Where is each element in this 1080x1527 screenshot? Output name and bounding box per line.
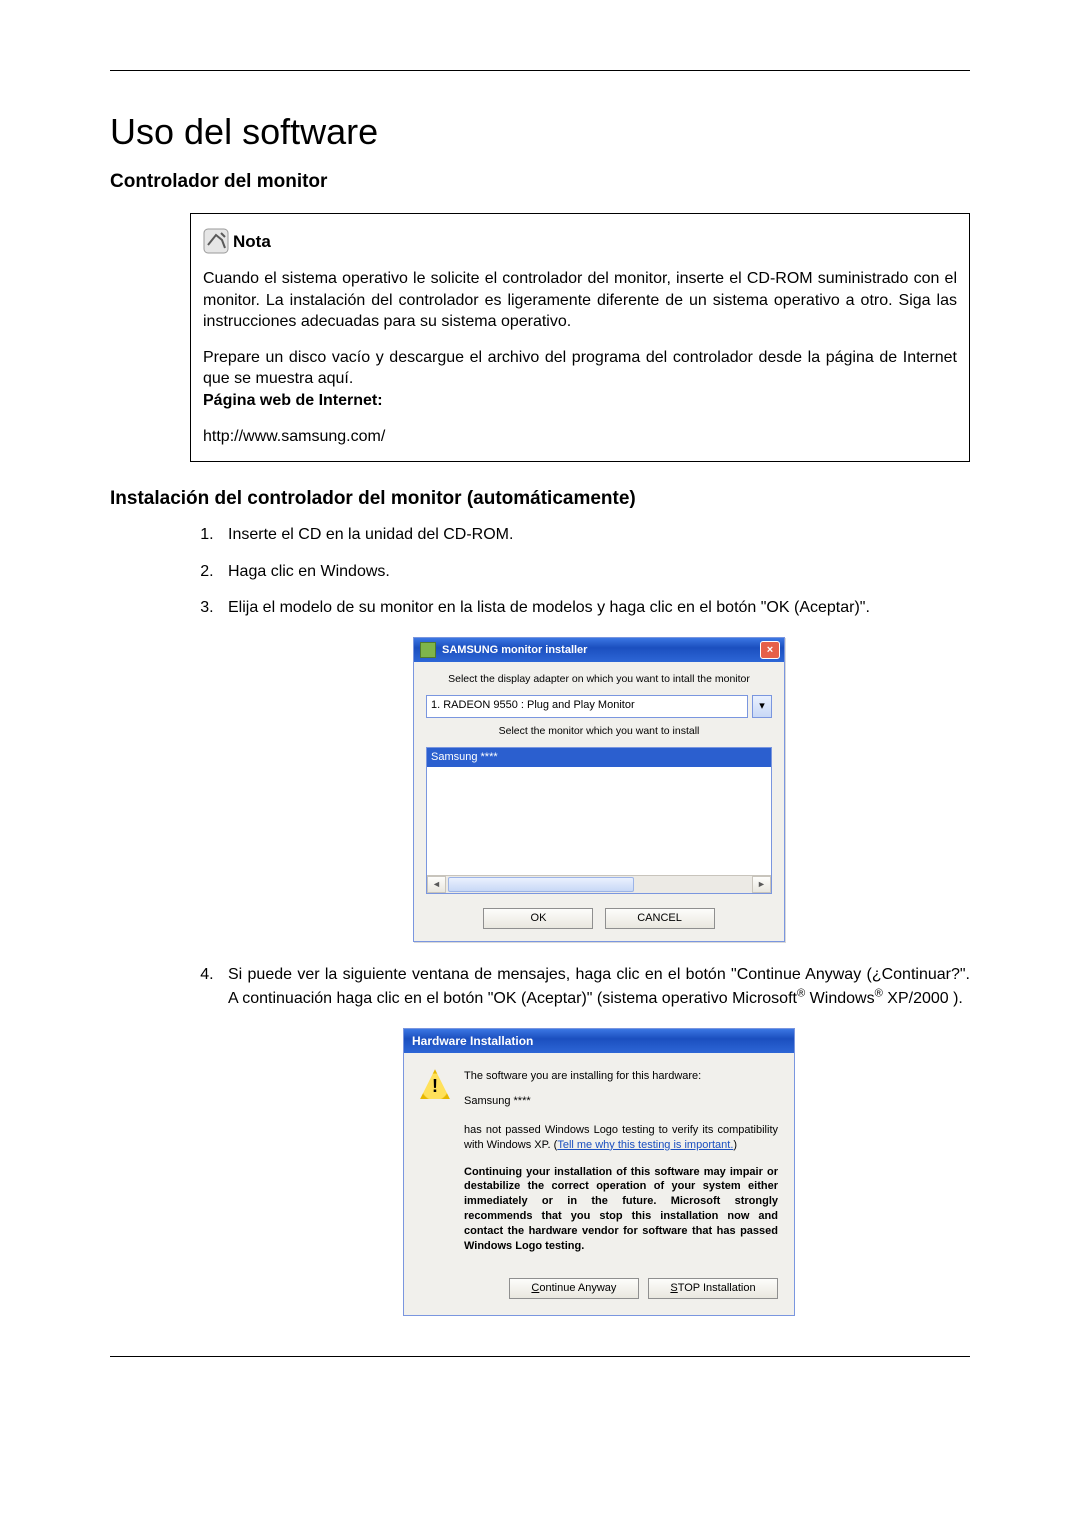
installer-body: Select the display adapter on which you …	[414, 662, 784, 941]
installer-titlebar[interactable]: SAMSUNG monitor installer ×	[414, 638, 784, 662]
scroll-track[interactable]	[446, 876, 752, 893]
hardware-dialog: Hardware Installation The software you a…	[403, 1028, 795, 1316]
monitor-listbox[interactable]: Samsung **** ◄ ►	[426, 747, 772, 894]
adapter-select[interactable]: 1. RADEON 9550 : Plug and Play Monitor	[426, 695, 748, 718]
listbox-hscrollbar[interactable]: ◄ ►	[427, 875, 771, 893]
note-url: http://www.samsung.com/	[203, 426, 957, 448]
note-paragraph-1: Cuando el sistema operativo le solicite …	[203, 268, 957, 333]
stop-mnemonic: S	[670, 1282, 677, 1294]
step-1: Inserte el CD en la unidad del CD-ROM.	[218, 524, 970, 546]
continue-anyway-button[interactable]: Continue Anyway	[509, 1278, 639, 1299]
close-button[interactable]: ×	[760, 641, 780, 659]
step-4-text: Si puede ver la siguiente ventana de men…	[228, 966, 970, 1007]
chevron-down-icon: ▾	[759, 699, 765, 714]
document-page: Uso del software Controlador del monitor…	[0, 0, 1080, 1527]
stop-rest: TOP Installation	[678, 1282, 756, 1294]
note-paragraph-2a: Prepare un disco vacío y descargue el ar…	[203, 349, 957, 388]
note-paragraph-2: Prepare un disco vacío y descargue el ar…	[203, 347, 957, 412]
step-4: Si puede ver la siguiente ventana de men…	[218, 964, 970, 1316]
adapter-dropdown-button[interactable]: ▾	[752, 695, 772, 718]
warning-icon	[420, 1069, 450, 1099]
note-label: Nota	[233, 231, 271, 254]
cancel-button[interactable]: CANCEL	[605, 908, 715, 929]
hardware-title-text: Hardware Installation	[412, 1033, 533, 1050]
installer-dialog: SAMSUNG monitor installer × Select the d…	[413, 637, 785, 942]
hardware-titlebar[interactable]: Hardware Installation	[404, 1029, 794, 1053]
adapter-select-row: 1. RADEON 9550 : Plug and Play Monitor ▾	[426, 695, 772, 718]
hardware-body: The software you are installing for this…	[404, 1053, 794, 1263]
monitor-list-selected[interactable]: Samsung ****	[427, 748, 771, 767]
hardware-p1: The software you are installing for this…	[464, 1069, 778, 1084]
scroll-right-button[interactable]: ►	[752, 876, 771, 893]
section-heading-instalacion: Instalación del controlador del monitor …	[110, 488, 970, 510]
note-paragraph-2b-bold: Página web de Internet:	[203, 392, 383, 409]
installer-dialog-wrapper: SAMSUNG monitor installer × Select the d…	[228, 637, 970, 942]
continue-rest: ontinue Anyway	[539, 1282, 616, 1294]
step-2: Haga clic en Windows.	[218, 561, 970, 583]
scroll-left-button[interactable]: ◄	[427, 876, 446, 893]
section-heading-controlador: Controlador del monitor	[110, 171, 970, 193]
hardware-p2: has not passed Windows Logo testing to v…	[464, 1123, 778, 1153]
note-icon	[203, 228, 229, 254]
hardware-p2-link[interactable]: Tell me why this testing is important.	[557, 1139, 733, 1151]
hardware-button-row: Continue Anyway STOP Installation	[404, 1264, 794, 1315]
stop-installation-button[interactable]: STOP Installation	[648, 1278, 778, 1299]
hardware-dialog-wrapper: Hardware Installation The software you a…	[228, 1028, 970, 1316]
hardware-text: The software you are installing for this…	[464, 1069, 778, 1253]
hardware-p2-post: )	[733, 1139, 737, 1151]
install-steps-list: Inserte el CD en la unidad del CD-ROM. H…	[190, 524, 970, 1316]
installer-hint-1: Select the display adapter on which you …	[426, 672, 772, 687]
hardware-p3-bold: Continuing your installation of this sof…	[464, 1165, 778, 1254]
installer-title-icon	[420, 642, 436, 658]
installer-hint-2: Select the monitor which you want to ins…	[426, 724, 772, 739]
note-box: Nota Cuando el sistema operativo le soli…	[190, 213, 970, 462]
bottom-rule	[110, 1356, 970, 1357]
page-title: Uso del software	[110, 111, 970, 153]
top-rule	[110, 70, 970, 71]
step-3-text: Elija el modelo de su monitor en la list…	[228, 599, 870, 616]
installer-title-text: SAMSUNG monitor installer	[442, 643, 760, 658]
step-3: Elija el modelo de su monitor en la list…	[218, 597, 970, 942]
note-header: Nota	[203, 228, 957, 254]
installer-button-row: OK CANCEL	[426, 908, 772, 929]
scroll-thumb[interactable]	[448, 877, 634, 892]
ok-button[interactable]: OK	[483, 908, 593, 929]
hardware-device: Samsung ****	[464, 1094, 778, 1109]
